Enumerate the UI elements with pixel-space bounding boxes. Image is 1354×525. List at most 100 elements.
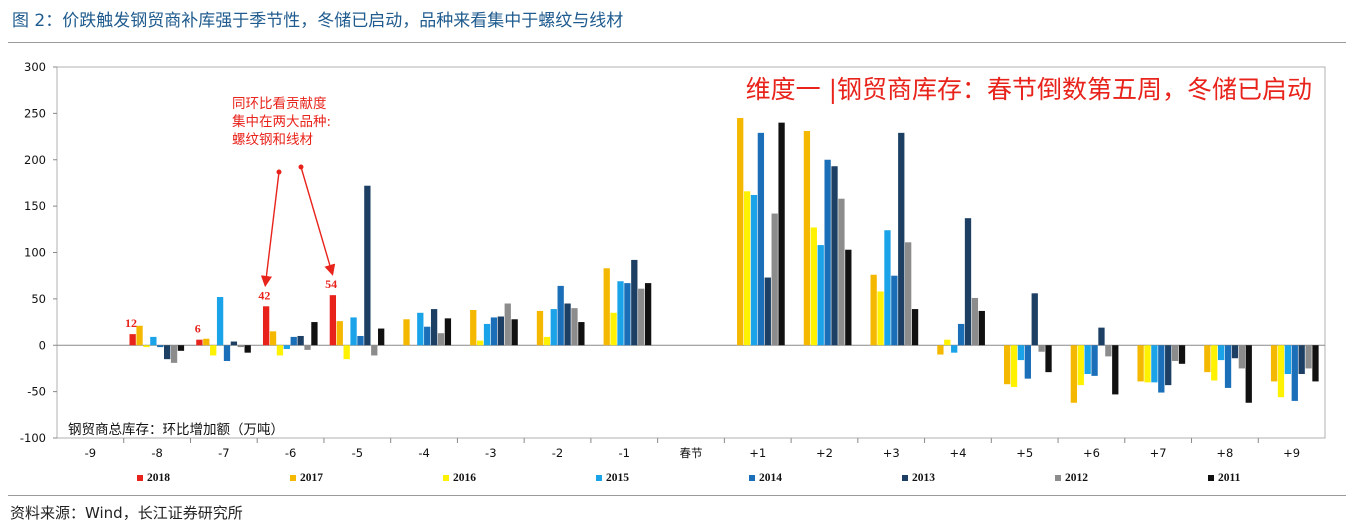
legend-label-2012: 2012 <box>1065 472 1088 484</box>
bar-2011-+9 <box>1312 345 1319 382</box>
bar-2014-+5 <box>1024 345 1031 379</box>
bottom-rule <box>8 495 1346 496</box>
bar-2013--7 <box>230 341 238 346</box>
bar-2015-+4 <box>951 345 958 353</box>
bar-2017--2 <box>536 310 544 346</box>
bar-2015--7 <box>216 297 224 346</box>
x-tick-label: 春节 <box>680 446 703 460</box>
bar-2017--7 <box>203 338 210 346</box>
bar-2015--4 <box>417 312 424 346</box>
bar-2014-+1 <box>757 132 765 346</box>
bar-2013-+2 <box>831 166 838 346</box>
x-tick-label: -5 <box>352 446 363 460</box>
data-label: 6 <box>195 322 201 336</box>
bar-2018--7 <box>196 339 203 346</box>
top-rule <box>8 42 1346 43</box>
bar-2016-+9 <box>1277 345 1285 398</box>
bar-2012--2 <box>571 308 578 346</box>
bar-2014-+6 <box>1091 345 1098 376</box>
bar-2011-+6 <box>1112 345 1119 395</box>
legend-label-2014: 2014 <box>759 472 782 484</box>
bar-2013-+9 <box>1298 345 1305 375</box>
annotation-line: 同环比看贡献度 <box>232 96 327 112</box>
bar-2015--6 <box>283 345 290 349</box>
annotation-arrow <box>300 166 336 276</box>
x-tick-label: -9 <box>85 446 96 460</box>
bar-2015-+5 <box>1017 345 1025 361</box>
x-tick-label: -3 <box>485 446 496 460</box>
bar-2012--7 <box>237 345 244 348</box>
bar-2012-+2 <box>838 198 845 346</box>
bar-2014-+3 <box>891 275 898 346</box>
bar-2017-+2 <box>803 130 811 346</box>
bar-2017--1 <box>603 268 610 346</box>
bar-2011--7 <box>244 345 251 353</box>
y-tick-label: 250 <box>24 106 46 120</box>
bar-2012-+8 <box>1238 345 1245 369</box>
bar-2014--5 <box>357 335 364 346</box>
y-axis-note: 钢贸商总库存：环比增加额（万吨） <box>68 422 284 438</box>
x-tick-label: +4 <box>949 446 966 460</box>
bar-2017-+5 <box>1003 345 1011 385</box>
bar-2016-+8 <box>1211 345 1218 381</box>
bar-2015-+8 <box>1217 345 1225 361</box>
bar-2014--8 <box>157 345 164 348</box>
y-tick-label: 100 <box>24 246 46 260</box>
data-label: 54 <box>325 277 337 291</box>
bar-2012-+9 <box>1305 345 1312 369</box>
legend-swatch-2013 <box>902 475 908 481</box>
bar-2015--2 <box>550 309 557 346</box>
bar-2012--5 <box>371 345 378 356</box>
bar-2014--2 <box>557 285 564 346</box>
bar-2015-+9 <box>1284 345 1292 375</box>
source-note: 资料来源：Wind，长江证券研究所 <box>10 504 243 522</box>
bar-2014-+8 <box>1224 345 1232 388</box>
bar-2012-+4 <box>971 297 979 346</box>
y-tick-label: -100 <box>20 431 46 445</box>
bar-2016--2 <box>543 336 551 346</box>
bar-2015--1 <box>617 281 624 346</box>
bar-2017-+7 <box>1137 345 1144 382</box>
bar-2017-+3 <box>870 274 877 346</box>
bar-2012--4 <box>437 333 445 346</box>
bar-2011-+8 <box>1245 345 1252 403</box>
bar-2017--3 <box>470 310 477 346</box>
bar-2015--5 <box>350 317 357 346</box>
bar-2011--3 <box>511 319 518 346</box>
x-tick-label: +8 <box>1216 446 1233 460</box>
bar-2017-+6 <box>1070 345 1078 403</box>
bar-2017-+9 <box>1270 345 1278 382</box>
bar-2011-+5 <box>1045 345 1052 373</box>
bar-2015-+1 <box>750 194 758 346</box>
data-label: 42 <box>258 288 270 302</box>
bar-2017--5 <box>336 321 343 346</box>
bar-2015--3 <box>483 323 491 346</box>
y-tick-label: 0 <box>39 338 46 352</box>
bar-2013--8 <box>164 345 171 360</box>
bar-2015-+2 <box>817 245 824 346</box>
x-tick-label: -4 <box>418 446 429 460</box>
bar-2018--8 <box>129 334 136 346</box>
legend-label-2015: 2015 <box>606 472 629 484</box>
bar-2016-+3 <box>877 291 884 346</box>
x-tick-label: -7 <box>218 446 229 460</box>
y-tick-label: 200 <box>24 153 46 167</box>
legend-label-2013: 2013 <box>912 472 935 484</box>
bar-2015-+7 <box>1151 345 1158 383</box>
bar-2011--1 <box>644 283 652 346</box>
x-tick-label: +6 <box>1083 446 1100 460</box>
bar-2016-+6 <box>1077 345 1084 386</box>
legend-swatch-2012 <box>1055 475 1061 481</box>
bar-2012-+5 <box>1038 345 1045 352</box>
annotation-line: 螺纹钢和线材 <box>232 132 313 148</box>
bar-2013-+3 <box>898 132 905 346</box>
bar-2014--1 <box>624 283 631 346</box>
bar-2013--4 <box>430 309 438 346</box>
bar-2011-+2 <box>845 249 852 346</box>
bar-2014--6 <box>290 336 297 346</box>
bar-2018--6 <box>262 306 270 346</box>
bar-2012--6 <box>304 345 311 350</box>
bar-2013--6 <box>297 335 304 346</box>
bar-2014-+2 <box>824 159 831 346</box>
bar-2013-+6 <box>1098 327 1105 346</box>
